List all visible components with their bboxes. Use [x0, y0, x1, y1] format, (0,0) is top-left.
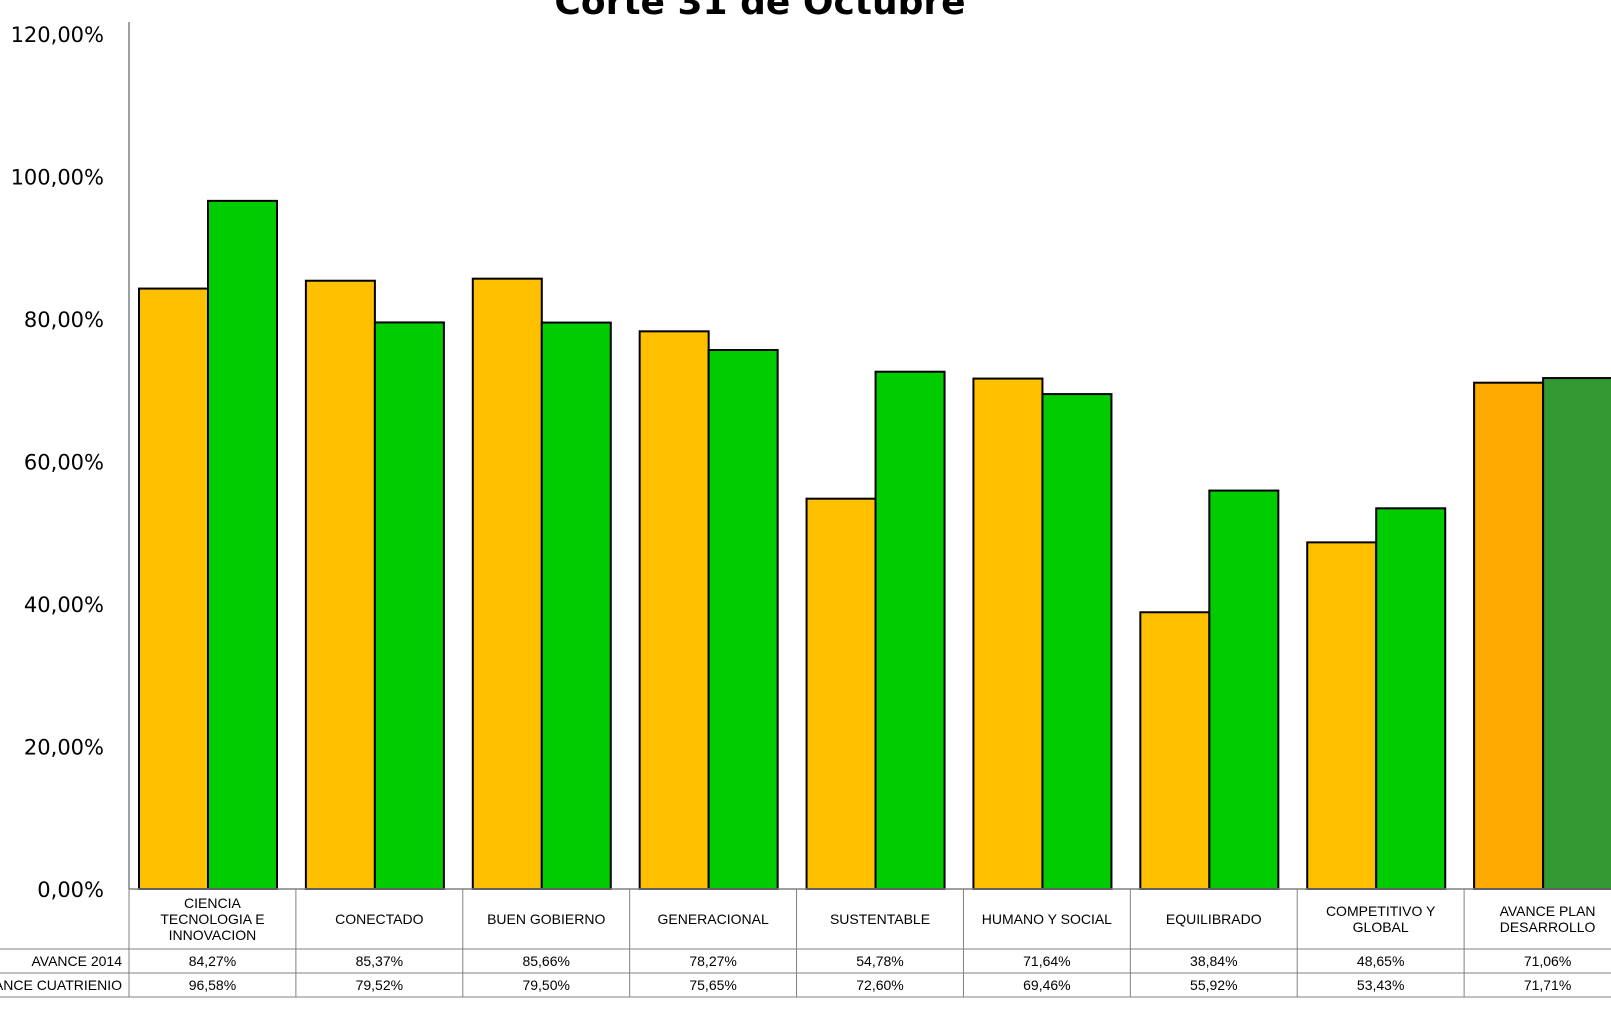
data-label: 38,84%: [1190, 953, 1237, 969]
bar-avance-2014-5: [972, 377, 1044, 890]
legend-entry: AVANCE 2014: [31, 953, 122, 969]
bar-avance-cuatrienio-8: [1542, 377, 1611, 890]
x-tick-label: CONECTADO: [335, 911, 424, 927]
x-tick-label: HUMANO Y SOCIAL: [982, 911, 1112, 927]
y-tick-label: 80,00%: [24, 308, 104, 332]
data-label: 71,71%: [1524, 977, 1571, 993]
bar-avance-cuatrienio-7: [1375, 507, 1447, 890]
bar-avance-cuatrienio-5: [1041, 393, 1113, 890]
x-tick-label: EQUILIBRADO: [1166, 911, 1262, 927]
data-label: 48,65%: [1357, 953, 1404, 969]
data-label: 71,06%: [1524, 953, 1571, 969]
y-tick-label: 0,00%: [37, 878, 104, 902]
bars: [138, 199, 1611, 891]
data-label: 84,27%: [189, 953, 236, 969]
y-tick-label: 100,00%: [11, 166, 104, 190]
data-label: 79,50%: [522, 977, 569, 993]
bar-avance-2014-8: [1473, 381, 1545, 890]
x-tick-label: AVANCE PLAN: [1500, 903, 1596, 919]
y-tick-label: 20,00%: [24, 736, 104, 760]
data-label: 85,37%: [356, 953, 403, 969]
bar-avance-2014-1: [304, 279, 376, 890]
bar-avance-2014-4: [805, 497, 877, 890]
chart-title: Corte 31 de Octubre: [554, 0, 965, 23]
x-tick-label: GLOBAL: [1353, 919, 1409, 935]
data-label: 55,92%: [1190, 977, 1237, 993]
x-tick-label: DESARROLLO: [1500, 919, 1596, 935]
bar-avance-2014-2: [471, 277, 543, 890]
x-tick-label: INNOVACION: [169, 927, 257, 943]
y-axis-tick-labels: 0,00% 20,00% 40,00% 60,00% 80,00% 100,00% 120,…: [11, 23, 104, 902]
data-label: 96,58%: [189, 977, 236, 993]
x-tick-label: BUEN GOBIERNO: [487, 911, 605, 927]
x-tick-label: SUSTENTABLE: [830, 911, 930, 927]
x-tick-label: COMPETITIVO Y: [1326, 903, 1436, 919]
bar-avance-cuatrienio-6: [1208, 489, 1280, 890]
bar-avance-cuatrienio-0: [207, 199, 278, 890]
data-label: 78,27%: [689, 953, 736, 969]
data-label: 79,52%: [356, 977, 403, 993]
x-tick-label: CIENCIA: [184, 895, 241, 911]
bar-avance-cuatrienio-4: [874, 370, 946, 891]
y-tick-label: 60,00%: [24, 451, 104, 475]
data-label: 72,60%: [856, 977, 903, 993]
bar-avance-cuatrienio-2: [540, 321, 612, 890]
bar-avance-2014-0: [138, 287, 209, 891]
data-label: 85,66%: [522, 953, 569, 969]
data-label: 75,65%: [689, 977, 736, 993]
y-tick-label: 120,00%: [11, 23, 104, 47]
bar-avance-cuatrienio-1: [373, 321, 445, 891]
x-tick-label: TECNOLOGIA E: [160, 911, 264, 927]
bar-avance-cuatrienio-3: [707, 348, 779, 890]
legend-entry: AVANCE CUATRIENIO: [0, 977, 122, 993]
data-label: 53,43%: [1357, 977, 1404, 993]
x-tick-label: GENERACIONAL: [657, 911, 768, 927]
bar-avance-2014-3: [638, 330, 710, 891]
bar-avance-2014-6: [1139, 611, 1211, 890]
bar-avance-2014-7: [1306, 541, 1378, 891]
y-tick-label: 40,00%: [24, 593, 104, 617]
data-label: 71,64%: [1023, 953, 1070, 969]
data-label: 54,78%: [856, 953, 903, 969]
data-label: 69,46%: [1023, 977, 1070, 993]
